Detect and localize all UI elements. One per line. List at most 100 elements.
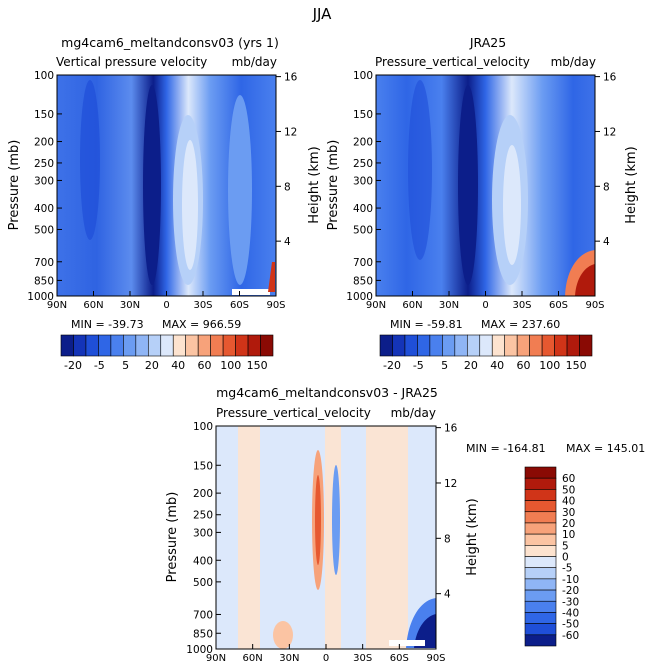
colorbar-label: 150 [247, 359, 268, 372]
y-tick-label: 250 [353, 158, 373, 170]
colorbar-swatch [516, 334, 530, 357]
x-tick-label: 60N [402, 300, 422, 311]
colorbar-swatch [135, 334, 149, 357]
panel-model-ylabel: Pressure (mb) [7, 140, 22, 231]
colorbar-label: 5 [122, 359, 129, 372]
x-tick-label: 90N [366, 300, 386, 311]
x-tick-label: 60S [549, 300, 568, 311]
panel-model-title: mg4cam6_meltandconsv03 (yrs 1) [61, 35, 279, 50]
colorbar-label: 100 [220, 359, 241, 372]
panel-diff-y2-axis: 16 12 8 4 [436, 423, 458, 601]
colorbar-swatch [524, 600, 557, 613]
panel-diff-max: MAX = 145.01 [566, 442, 645, 455]
y-tick-label: 850 [353, 275, 373, 287]
y-tick-label: 1000 [27, 291, 54, 303]
panel-model-colorbar: -20 -5 5 20 40 60 100 150 [60, 334, 274, 372]
y2-tick-label: 4 [603, 236, 610, 248]
colorbar-swatch [379, 334, 393, 357]
y-tick-label: 300 [193, 527, 213, 539]
panel-obs-x-axis: 90N 60N 30N 0 30S 60S 90S [366, 291, 605, 311]
y2-tick-label: 4 [444, 589, 451, 601]
colorbar-swatch [147, 334, 162, 357]
colorbar-label: -20 [383, 359, 401, 372]
panel-diff-field [216, 426, 436, 649]
panel-model-max: MAX = 966.59 [162, 318, 241, 331]
colorbar-swatch [479, 334, 493, 357]
colorbar-swatch [160, 334, 174, 357]
colorbar-swatch [524, 578, 557, 591]
panel-model-subtitle-right: mb/day [232, 55, 277, 69]
panel-obs-ylabel: Pressure (mb) [326, 140, 341, 231]
y-tick-label: 200 [353, 137, 373, 149]
y2-tick-label: 4 [284, 236, 291, 248]
y-tick-label: 500 [34, 224, 54, 236]
colorbar-label: 100 [539, 359, 560, 372]
colorbar-swatch [60, 334, 74, 357]
panel-diff-x-axis: 90N 60N 30N 0 30S 60S 90S [206, 644, 446, 664]
y-tick-label: 400 [34, 203, 54, 215]
y-tick-label: 300 [34, 175, 54, 187]
colorbar-label: -30 [562, 596, 579, 608]
colorbar-swatch [524, 522, 557, 535]
x-tick-label: 60N [83, 300, 103, 311]
colorbar-label: 10 [562, 529, 575, 541]
x-tick-label: 90S [266, 300, 285, 311]
colorbar-label: 5 [562, 540, 569, 552]
y2-tick-label: 16 [603, 72, 617, 84]
colorbar-swatch [579, 334, 593, 357]
y-tick-label: 200 [34, 137, 54, 149]
y-tick-label: 850 [34, 275, 54, 287]
colorbar-label: -5 [413, 359, 424, 372]
colorbar-swatch [524, 545, 557, 557]
colorbar-swatch [566, 334, 580, 357]
colorbar-swatch [524, 489, 557, 501]
panel-obs-min: MIN = -59.81 [390, 318, 463, 331]
y-tick-label: 700 [34, 257, 54, 269]
x-tick-label: 0 [163, 300, 169, 311]
y-tick-label: 100 [193, 421, 213, 433]
colorbar-label: 150 [566, 359, 587, 372]
colorbar-swatch [524, 477, 557, 490]
colorbar-swatch [235, 334, 249, 357]
colorbar-label: -60 [562, 630, 579, 642]
y2-tick-label: 8 [284, 181, 291, 193]
colorbar-swatch [210, 334, 224, 357]
colorbar-swatch [260, 334, 274, 357]
y2-tick-label: 16 [444, 423, 458, 435]
colorbar-label: -5 [94, 359, 105, 372]
colorbar-label: 30 [562, 507, 575, 519]
panel-diff-subtitle-left: Pressure_vertical_velocity [216, 406, 371, 420]
panel-obs-colorbar: -20 -5 5 20 40 60 100 150 [379, 334, 593, 372]
panel-obs-title: JRA25 [469, 35, 506, 50]
colorbar-label: 20 [464, 359, 478, 372]
y-tick-label: 300 [353, 175, 373, 187]
colorbar-label: 40 [171, 359, 185, 372]
x-tick-label: 90S [585, 300, 604, 311]
colorbar-label: 20 [562, 518, 575, 530]
colorbar-label: 50 [562, 484, 575, 496]
colorbar-swatch [554, 334, 568, 357]
panel-diff: mg4cam6_meltandconsv03 - JRA25 Pressure_… [165, 385, 645, 664]
colorbar-label: 0 [562, 552, 569, 564]
colorbar-swatch [172, 334, 187, 357]
colorbar-swatch [185, 334, 199, 357]
y-tick-label: 250 [34, 158, 54, 170]
colorbar-swatch [466, 334, 481, 357]
y-tick-label: 150 [193, 460, 213, 472]
colorbar-swatch [417, 334, 431, 357]
colorbar-label: 60 [517, 359, 531, 372]
y-tick-label: 150 [353, 109, 373, 121]
panel-obs: JRA25 Pressure_vertical_velocity mb/day … [326, 35, 639, 372]
colorbar-swatch [98, 334, 112, 357]
y-tick-label: 250 [193, 510, 213, 522]
colorbar-label: -40 [562, 607, 579, 619]
panel-model-x-axis: 90N 60N 30N 0 30S 60S 90S [47, 291, 286, 311]
colorbar-swatch [491, 334, 506, 357]
panel-model-subtitle-left: Vertical pressure velocity [56, 55, 207, 69]
y2-tick-label: 8 [603, 181, 610, 193]
y2-tick-label: 12 [284, 126, 297, 138]
x-tick-label: 90S [426, 653, 445, 664]
colorbar-swatch [524, 533, 557, 546]
